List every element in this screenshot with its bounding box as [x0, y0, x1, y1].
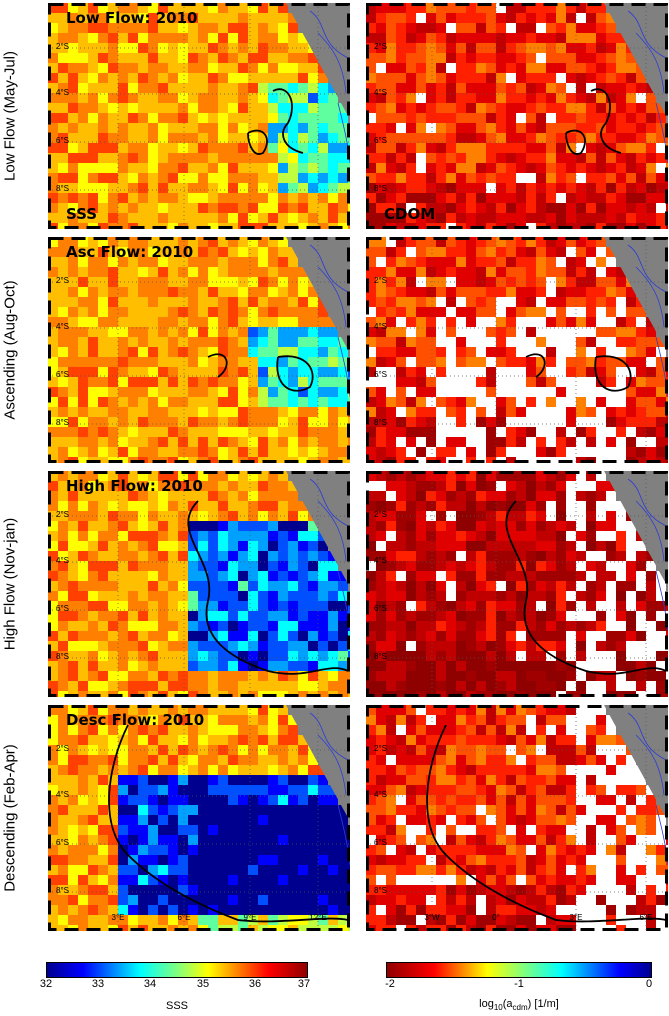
sss-corner-label: SSS: [66, 205, 98, 223]
sss-cbar-tick: 35: [196, 978, 210, 990]
lat-tick-label: 8°S: [56, 652, 69, 661]
cdom-cbar-tick: -1: [514, 978, 524, 990]
cdom-map-panel: 2°S 4°S 6°S 8°S 3°W 0° 3°E 6°E: [366, 705, 668, 931]
lat-tick-label: 6°S: [374, 370, 387, 379]
salinity-contour: [505, 500, 667, 675]
lat-tick-label: 6°S: [56, 370, 69, 379]
sss-colorbar: 32 33 34 35 36 37 SSS: [40, 962, 311, 1012]
land-mask: [286, 471, 350, 697]
sss-heatmap: [48, 3, 350, 229]
land-mask: [604, 471, 668, 697]
salinity-contour: [187, 500, 349, 675]
cdom-heatmap: [366, 705, 668, 931]
lat-tick-label: 4°S: [56, 322, 69, 331]
lat-tick-label: 6°S: [56, 838, 69, 847]
sss-colorbar-gradient: [46, 962, 308, 978]
cdom-map-panel: 2°S 4°S 6°S 8°S: [366, 237, 668, 463]
row-label-low: Low Flow (May-Jul): [1, 50, 19, 182]
lon-tick-label: 6°E: [639, 913, 653, 922]
lat-tick-label: 2°S: [374, 42, 387, 51]
cdom-heatmap: [366, 237, 668, 463]
lon-tick-label: 3°E: [569, 913, 583, 922]
panel-title: Asc Flow: 2010: [66, 243, 194, 261]
salinity-contour: [525, 353, 632, 392]
lon-tick-label: 6°E: [177, 913, 191, 922]
lat-tick-label: 6°S: [56, 136, 69, 145]
lon-tick-label: 12°E: [309, 913, 327, 922]
lat-tick-label: 4°S: [374, 88, 387, 97]
cdom-heatmap: [366, 3, 668, 229]
sss-map-panel: 2°S 4°S 6°S 8°S 3°E 6°E 9°E 12°E Desc Flow: 2010: [48, 705, 350, 931]
lon-tick-label: 3°W: [424, 913, 440, 922]
lat-tick-label: 2°S: [374, 744, 387, 753]
panel-title: Desc Flow: 2010: [66, 711, 205, 729]
sss-cbar-tick: 37: [297, 978, 311, 990]
lat-tick-label: 6°S: [56, 604, 69, 613]
land-mask: [604, 705, 668, 931]
salinity-contour: [565, 88, 622, 155]
panel-title: High Flow: 2010: [66, 477, 203, 495]
lat-tick-label: 4°S: [374, 556, 387, 565]
lat-tick-label: 8°S: [374, 184, 387, 193]
cdom-corner-label: CDOM: [384, 205, 436, 223]
lat-tick-label: 4°S: [374, 322, 387, 331]
sss-cbar-tick: 33: [91, 978, 105, 990]
row-label-desc: Descending (Feb-Apr): [1, 744, 19, 892]
row-label-high: High Flow (Nov-jan): [1, 517, 19, 651]
salinity-contour: [426, 724, 667, 923]
lat-tick-label: 4°S: [56, 790, 69, 799]
lat-tick-label: 4°S: [374, 790, 387, 799]
lat-tick-label: 4°S: [56, 88, 69, 97]
lat-tick-label: 6°S: [374, 136, 387, 145]
salinity-contour: [108, 724, 349, 923]
lat-tick-label: 8°S: [56, 886, 69, 895]
lat-tick-label: 8°S: [374, 418, 387, 427]
sss-cbar-tick: 32: [39, 978, 53, 990]
lat-tick-label: 2°S: [56, 276, 69, 285]
lat-tick-label: 2°S: [56, 510, 69, 519]
sss-map-panel: 2°S 4°S 6°S 8°S High Flow: 2010: [48, 471, 350, 697]
cdom-heatmap: [366, 471, 668, 697]
sss-heatmap: [48, 237, 350, 463]
sss-map-panel: 2°S 4°S 6°S 8°S Low Flow: 2010 SSS: [48, 3, 350, 229]
lat-tick-label: 2°S: [56, 744, 69, 753]
cdom-cbar-tick: -2: [385, 978, 395, 990]
sss-cbar-tick: 34: [143, 978, 157, 990]
lon-tick-label: 0°: [492, 913, 500, 922]
cdom-colorbar: -2 -1 0 log10(acdm) [1/m]: [385, 962, 653, 1013]
lat-tick-label: 6°S: [374, 838, 387, 847]
salinity-contour: [247, 88, 304, 155]
lat-tick-label: 8°S: [374, 886, 387, 895]
lon-tick-label: 3°E: [111, 913, 125, 922]
lat-tick-label: 2°S: [374, 510, 387, 519]
sss-cbar-tick: 36: [248, 978, 262, 990]
sss-cbar-label: SSS: [165, 1000, 189, 1012]
lat-tick-label: 8°S: [56, 418, 69, 427]
sss-heatmap: [48, 705, 350, 931]
sss-map-panel: 2°S 4°S 6°S 8°S Asc Flow: 2010: [48, 237, 350, 463]
lat-tick-label: 8°S: [56, 184, 69, 193]
cdom-cbar-label: log10(acdm) [1/m]: [479, 998, 559, 1013]
lat-tick-label: 8°S: [374, 652, 387, 661]
cdom-map-panel: 2°S 4°S 6°S 8°S CDOM: [366, 3, 668, 229]
cdom-map-panel: 2°S 4°S 6°S 8°S: [366, 471, 668, 697]
sss-heatmap: [48, 471, 350, 697]
cdom-cbar-tick: 0: [645, 978, 653, 990]
land-mask: [286, 237, 350, 463]
row-label-asc: Ascending (Aug-Oct): [1, 280, 19, 420]
lat-tick-label: 2°S: [374, 276, 387, 285]
lat-tick-label: 6°S: [374, 604, 387, 613]
salinity-contour: [207, 353, 314, 392]
land-mask: [286, 3, 350, 229]
lat-tick-label: 2°S: [56, 42, 69, 51]
land-mask: [604, 237, 668, 463]
lon-tick-label: 9°E: [243, 913, 257, 922]
lat-tick-label: 4°S: [56, 556, 69, 565]
cdom-colorbar-gradient: [386, 962, 652, 978]
land-mask: [604, 3, 668, 229]
panel-title: Low Flow: 2010: [66, 9, 198, 27]
land-mask: [286, 705, 350, 931]
